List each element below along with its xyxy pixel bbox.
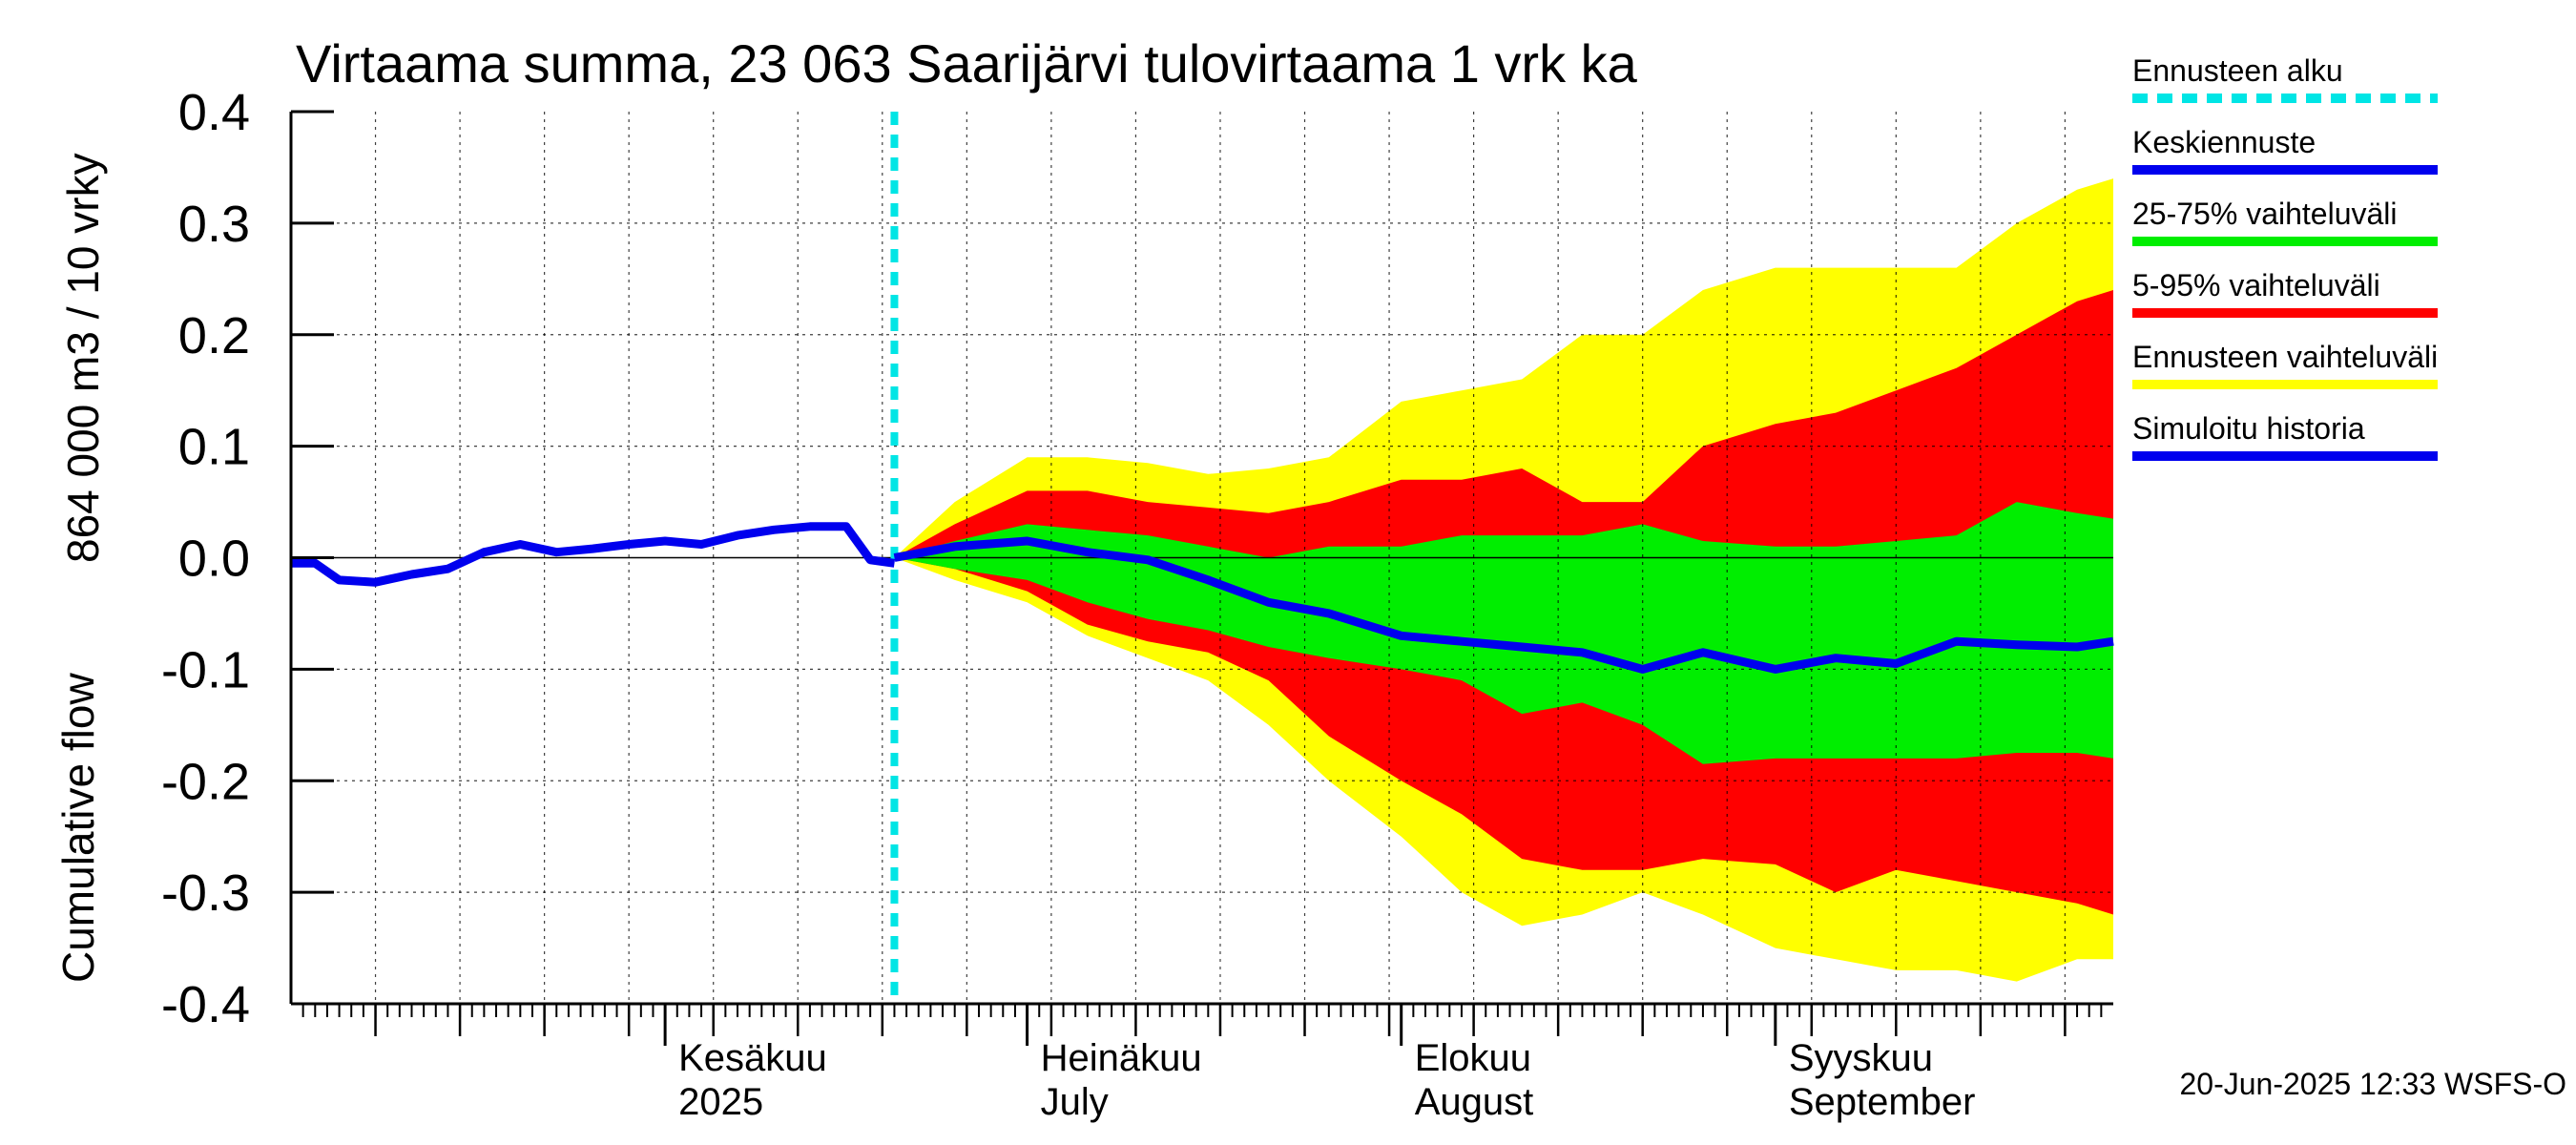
y-axis-label-fi: 864 000 m3 / 10 vrky [58,153,108,563]
y-tick-label: -0.1 [161,641,250,698]
month-label-secondary: August [1415,1081,1534,1123]
legend-label: 25-75% vaihteluväli [2132,197,2398,231]
y-tick-label: -0.2 [161,753,250,810]
month-label-primary: Elokuu [1415,1037,1531,1079]
timestamp-footer: 20-Jun-2025 12:33 WSFS-O [2179,1067,2566,1101]
y-tick-label: -0.3 [161,864,250,922]
legend-label: Ennusteen vaihteluväli [2132,340,2438,374]
grid-lines [291,112,2113,1004]
month-label-secondary: July [1041,1081,1109,1123]
month-label-secondary: September [1789,1081,1976,1123]
legend-label: Ennusteen alku [2132,53,2343,88]
median-forecast-line [893,536,2114,674]
y-tick-labels: 0.4 0.3 0.2 0.1 0.0 -0.1 -0.2 -0.3 -0.4 [161,84,250,1033]
month-label-primary: Syyskuu [1789,1037,1933,1079]
series-lines [291,112,2114,1004]
y-tick-label: 0.3 [178,196,250,253]
history-line [291,522,896,587]
legend: Ennusteen alku Keskiennuste 25-75% vaihtel… [2132,53,2438,461]
y-tick-label: -0.4 [161,976,250,1033]
month-label-secondary: 2025 [678,1081,763,1123]
axes [289,110,2113,1046]
y-tick-label: 0.4 [178,84,250,141]
y-tick-label: 0.0 [178,531,250,588]
month-label-primary: Heinäkuu [1041,1037,1202,1079]
y-tick-label: 0.2 [178,307,250,364]
legend-label: 5-95% vaihteluväli [2132,268,2380,302]
y-tick-label: 0.1 [178,419,250,476]
forecast-bands [894,178,2113,982]
legend-label: Keskiennuste [2132,125,2316,159]
chart-title: Virtaama summa, 23 063 Saarijärvi tulovi… [296,33,1638,94]
y-axis-label-en: Cumulative flow [53,673,103,983]
month-label-primary: Kesäkuu [678,1037,827,1079]
band-25-75 [894,502,2113,764]
legend-label: Simuloitu historia [2132,411,2365,446]
